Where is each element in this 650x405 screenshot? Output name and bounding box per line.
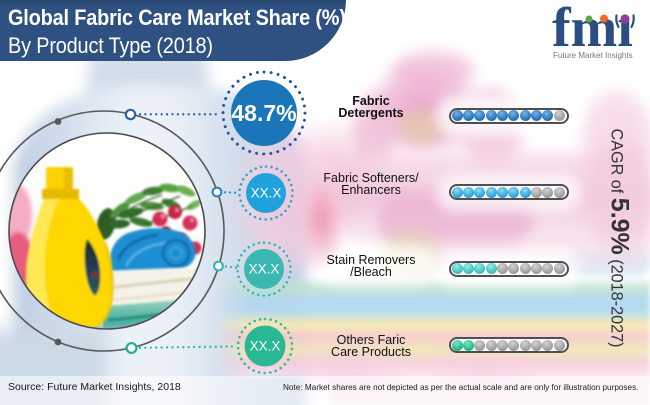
svg-text:48.7%: 48.7% [231, 100, 296, 126]
svg-text:XX.X: XX.X [251, 186, 282, 201]
svg-text:XX.X: XX.X [250, 339, 281, 354]
svg-text:XX.X: XX.X [249, 262, 280, 277]
